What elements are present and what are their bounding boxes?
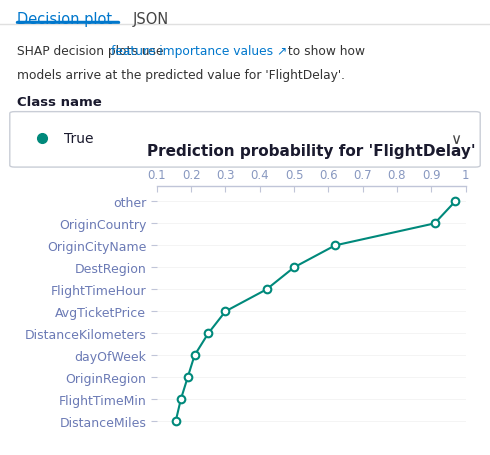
Text: feature importance values ↗: feature importance values ↗ [111,45,288,58]
Text: Decision plot: Decision plot [17,12,112,27]
Text: Class name: Class name [17,96,102,109]
FancyBboxPatch shape [10,112,480,168]
Text: True: True [64,132,93,146]
Text: SHAP decision plots use: SHAP decision plots use [17,45,168,58]
Title: Prediction probability for 'FlightDelay': Prediction probability for 'FlightDelay' [147,144,475,159]
Text: ∨: ∨ [450,131,461,147]
Text: to show how: to show how [284,45,365,58]
Text: JSON: JSON [132,12,169,27]
Text: models arrive at the predicted value for 'FlightDelay'.: models arrive at the predicted value for… [17,69,345,82]
